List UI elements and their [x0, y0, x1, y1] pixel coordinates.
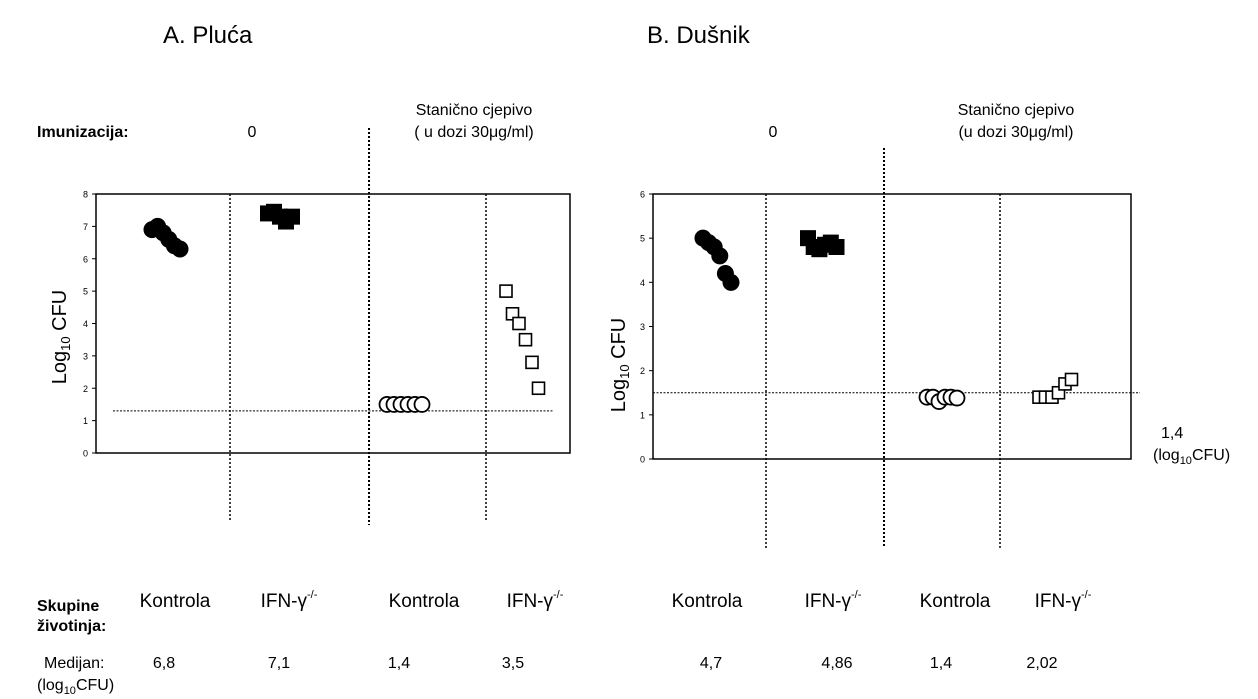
panel-b-group-2-name: IFN-γ-/-	[805, 589, 862, 612]
panel-a-y-axis: 0 1 2 3 4 5 6 7 8	[83, 190, 96, 459]
panel-b-y-axis-label: Log10 CFU	[608, 318, 632, 413]
y-tick-label: 3	[640, 322, 645, 332]
panel-b-group-1-median: 4,7	[700, 655, 722, 672]
panel-b-threshold-label-line1: 1,4	[1161, 425, 1183, 442]
y-tick-label: 2	[640, 366, 645, 376]
data-point	[1064, 372, 1079, 387]
y-tick-label: 4	[640, 278, 645, 288]
y-tick-label: 6	[83, 254, 88, 264]
y-tick-label: 4	[83, 319, 88, 329]
data-point	[171, 240, 189, 258]
panel-a-group-3-median: 1,4	[388, 655, 410, 672]
panel-b-immunization-right-line2: (u dozi 30μg/ml)	[958, 124, 1073, 141]
median-label-line1: Medijan:	[44, 655, 104, 672]
immunization-label: Imunizacija:	[37, 124, 129, 141]
data-point	[948, 389, 966, 407]
data-point	[828, 239, 845, 255]
panel-b-immunization-right-line1: Stanično cjepivo	[958, 102, 1075, 119]
groups-label-line2: životinja:	[37, 618, 106, 635]
y-tick-label: 1	[83, 416, 88, 426]
panel-a: A. Pluća 0 Stanično cjepivo ( u dozi 30μ…	[49, 22, 571, 672]
panel-a-y-axis-label: Log10 CFU	[49, 290, 73, 385]
panel-a-immunization-right-line1: Stanično cjepivo	[416, 102, 533, 119]
y-tick-label: 2	[83, 384, 88, 394]
panel-b-plot-frame	[652, 193, 1132, 460]
panel-b-group-4-name: IFN-γ-/-	[1035, 589, 1092, 612]
panel-b-group-2-median: 4,86	[821, 655, 852, 672]
y-tick-label: 3	[83, 351, 88, 361]
panel-a-group-4-median: 3,5	[502, 655, 524, 672]
panel-a-group-3-name: Kontrola	[389, 591, 460, 612]
panel-b-immunization-left: 0	[769, 124, 778, 141]
panel-b-group-4-median: 2,02	[1026, 655, 1057, 672]
panel-a-group-4-name: IFN-γ-/-	[507, 589, 564, 612]
panel-a-group-1-median: 6,8	[153, 655, 175, 672]
panel-b: B. Dušnik 0 Stanično cjepivo (u dozi 30μ…	[608, 22, 1230, 672]
y-tick-label: 7	[83, 222, 88, 232]
panel-a-group-1-name: Kontrola	[140, 591, 211, 612]
panel-a-immunization-right-line2: ( u dozi 30μg/ml)	[414, 124, 533, 141]
panel-b-points	[694, 229, 1079, 410]
groups-label-line1: Skupine	[37, 598, 99, 615]
data-point	[518, 332, 533, 347]
data-point	[525, 355, 539, 370]
panel-a-immunization-left: 0	[248, 124, 257, 141]
panel-a-group-2-median: 7,1	[268, 655, 290, 672]
panel-b-group-1-name: Kontrola	[672, 591, 743, 612]
panel-b-group-3-median: 1,4	[930, 655, 952, 672]
y-tick-label: 6	[640, 190, 645, 200]
y-tick-label: 5	[83, 287, 88, 297]
data-point	[722, 273, 740, 291]
data-point	[284, 208, 300, 225]
y-tick-label: 8	[83, 190, 88, 200]
panel-a-title: A. Pluća	[163, 22, 253, 49]
panel-a-points	[143, 203, 546, 413]
panel-b-title: B. Dušnik	[647, 22, 751, 49]
data-point	[413, 396, 431, 413]
data-point	[499, 284, 513, 298]
data-point	[711, 247, 729, 265]
y-tick-label: 1	[640, 410, 645, 420]
y-tick-label: 0	[83, 449, 88, 459]
y-tick-label: 5	[640, 234, 645, 244]
data-point	[512, 316, 526, 331]
y-tick-label: 0	[640, 455, 645, 465]
panel-b-group-3-name: Kontrola	[920, 591, 991, 612]
panel-a-group-2-name: IFN-γ-/-	[261, 589, 318, 612]
panel-b-threshold-label-line2: (log10CFU)	[1153, 447, 1230, 467]
data-point	[531, 381, 546, 396]
panel-b-y-axis: 0 1 2 3 4 5 6	[640, 190, 653, 465]
median-label-line2: (log10CFU)	[37, 677, 114, 697]
